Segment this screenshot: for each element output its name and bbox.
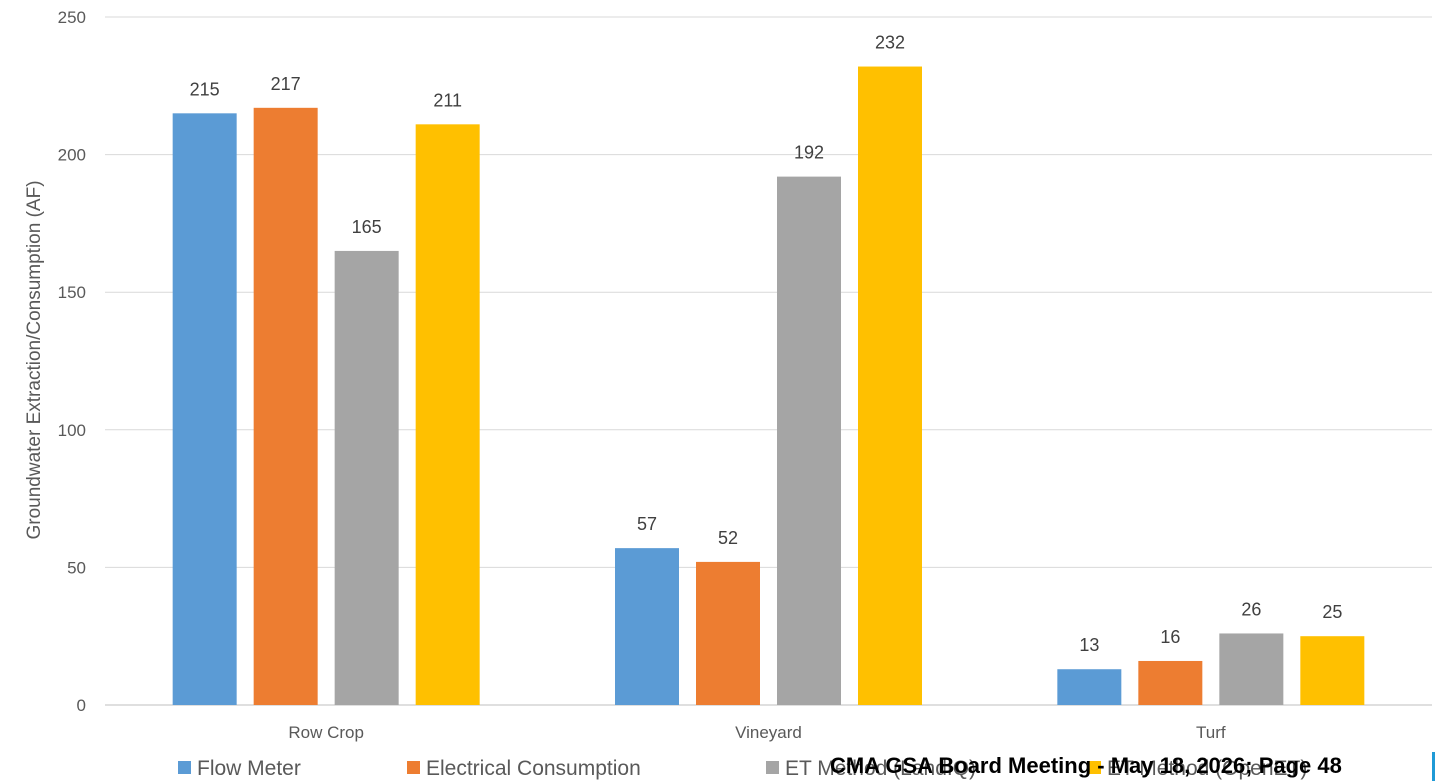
bar-turf-2: [1219, 633, 1284, 705]
data-label-vineyard-3: 232: [875, 33, 905, 53]
legend-swatch-1: [407, 761, 420, 774]
data-label-turf-0: 13: [1079, 635, 1099, 655]
data-label-turf-3: 25: [1322, 602, 1342, 622]
bar-turf-0: [1057, 669, 1122, 705]
gridlines: [105, 16, 1432, 706]
y-tick-label-50: 50: [67, 558, 86, 577]
bar-row-crop-1: [253, 107, 318, 706]
x-axis-categories: Row Crop Vineyard Turf: [288, 723, 1226, 742]
bar-turf-3: [1300, 636, 1365, 705]
y-tick-label-150: 150: [58, 283, 86, 302]
legend-swatch-3: [1088, 761, 1101, 774]
data-label-row-crop-0: 215: [190, 79, 220, 99]
x-category-label-vineyard: Vineyard: [735, 723, 802, 742]
data-label-vineyard-1: 52: [718, 528, 738, 548]
legend-label-0: Flow Meter: [197, 757, 301, 780]
bar-turf-1: [1138, 660, 1203, 705]
y-tick-label-200: 200: [58, 146, 86, 165]
bar-vineyard-3: [858, 66, 922, 705]
corner-accent-mark: [1432, 752, 1445, 781]
data-label-row-crop-1: 217: [271, 74, 301, 94]
y-tick-label-100: 100: [58, 421, 86, 440]
y-axis-ticks: 0 50 100 150 200 250: [58, 8, 86, 715]
y-tick-label-250: 250: [58, 8, 86, 27]
meeting-page-caption: CMA GSA Board Meeting - May 18, 2026; Pa…: [830, 753, 1342, 778]
data-label-turf-1: 16: [1160, 627, 1180, 647]
legend-swatch-2: [766, 761, 779, 774]
data-labels: 215 217 165 211 57 52 192 232 13 16 26 25: [190, 33, 1343, 656]
legend: Flow Meter Electrical Consumption ET Metho…: [178, 757, 1307, 780]
data-label-vineyard-2: 192: [794, 143, 824, 163]
legend-label-3: ET Method (OpenET): [1107, 757, 1307, 780]
bar-row-crop-0: [172, 113, 237, 705]
bar-row-crop-3: [415, 124, 480, 705]
x-category-label-turf: Turf: [1196, 723, 1226, 742]
legend-label-2: ET Method (LandIQ): [785, 757, 976, 780]
bar-vineyard-0: [615, 548, 679, 705]
legend-swatch-0: [178, 761, 191, 774]
bar-vineyard-1: [696, 561, 760, 705]
data-label-turf-2: 26: [1241, 599, 1261, 619]
y-axis-title: Groundwater Extraction/Consumption (AF): [24, 180, 45, 539]
x-category-label-row-crop: Row Crop: [288, 723, 364, 742]
data-label-vineyard-0: 57: [637, 514, 657, 534]
y-tick-label-0: 0: [77, 696, 86, 715]
bars: [172, 66, 1365, 706]
legend-label-1: Electrical Consumption: [426, 757, 641, 780]
bar-row-crop-2: [334, 250, 399, 706]
data-label-row-crop-3: 211: [433, 90, 462, 110]
data-label-row-crop-2: 165: [352, 217, 382, 237]
bar-vineyard-2: [777, 176, 841, 706]
